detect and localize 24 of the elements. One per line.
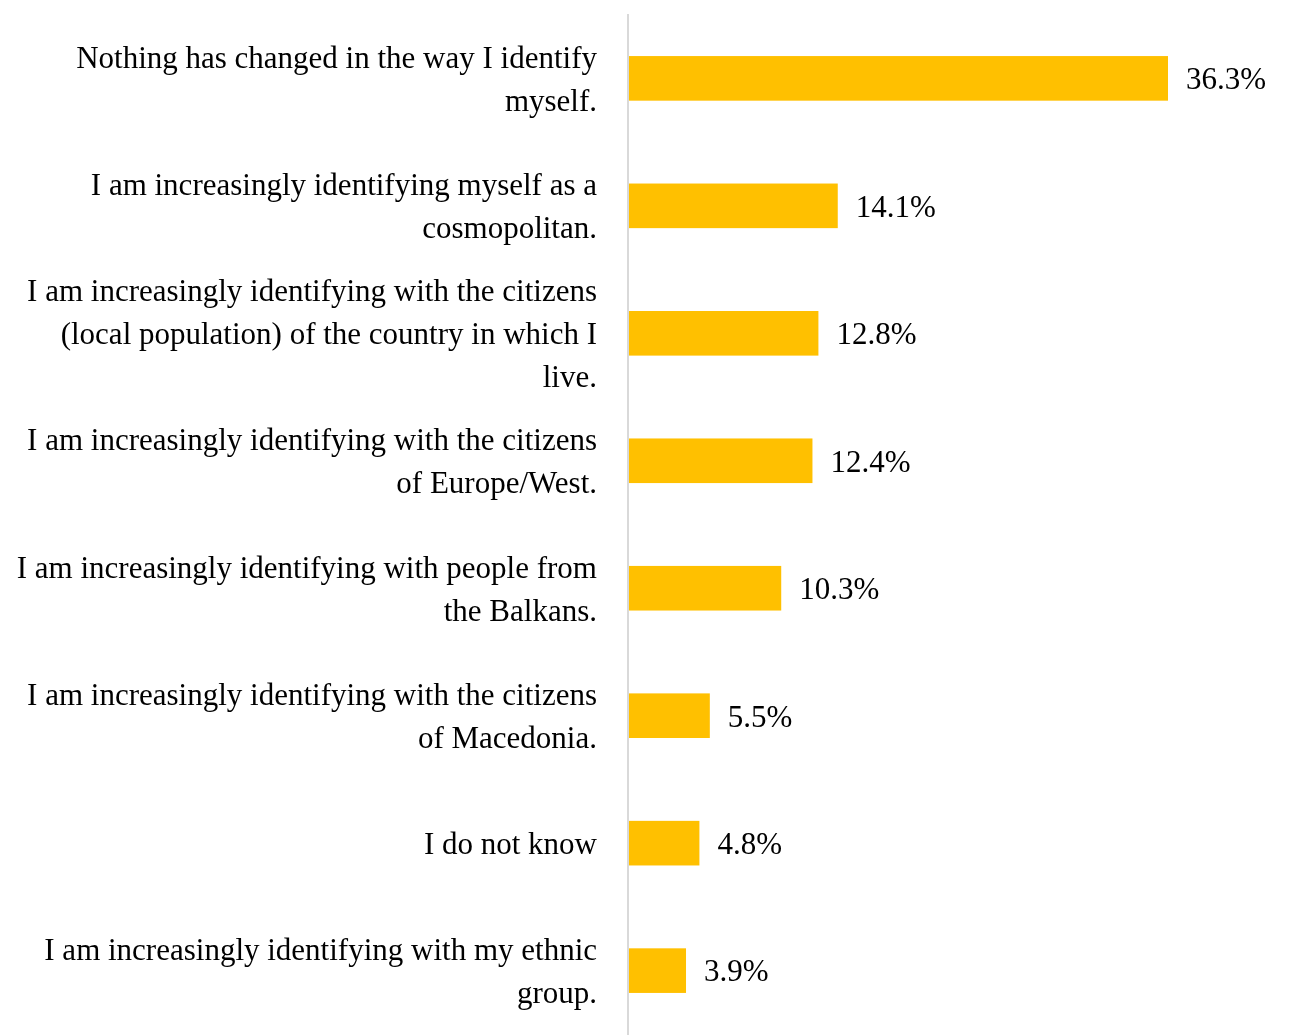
y-tick-label: I am increasingly identifying with the citizens of Macedonia. bbox=[27, 677, 597, 756]
bar bbox=[628, 820, 700, 866]
y-tick-label: I do not know bbox=[423, 826, 598, 862]
data-label: 10.3% bbox=[799, 571, 880, 607]
data-label: 36.3% bbox=[1186, 61, 1267, 97]
data-label: 12.4% bbox=[830, 443, 911, 479]
bar bbox=[628, 311, 819, 356]
bar bbox=[628, 565, 782, 611]
data-label: 14.1% bbox=[855, 188, 936, 224]
y-tick-label: I am increasingly identifying with my ethnic group. bbox=[44, 931, 597, 1010]
data-label: 3.9% bbox=[704, 953, 769, 989]
bar bbox=[628, 56, 1168, 101]
bar bbox=[628, 438, 813, 484]
bar bbox=[628, 693, 710, 739]
y-tick-label: I am increasingly identifying with the citizens (local population) of the country in which I live. bbox=[27, 273, 597, 395]
data-label: 12.8% bbox=[836, 316, 917, 352]
bar bbox=[628, 948, 687, 993]
bar bbox=[628, 183, 838, 229]
y-tick-label: I am increasingly identifying with the citizens of Europe/West. bbox=[27, 422, 597, 501]
data-label: 4.8% bbox=[717, 826, 782, 862]
data-label: 5.5% bbox=[727, 698, 793, 734]
y-tick-label: I am increasingly identifying myself as a cosmopolitan. bbox=[90, 167, 598, 246]
y-tick-label: Nothing has changed in the way I identify myself. bbox=[76, 39, 598, 118]
y-tick-label: I am increasingly identifying with people from the Balkans. bbox=[16, 549, 597, 628]
